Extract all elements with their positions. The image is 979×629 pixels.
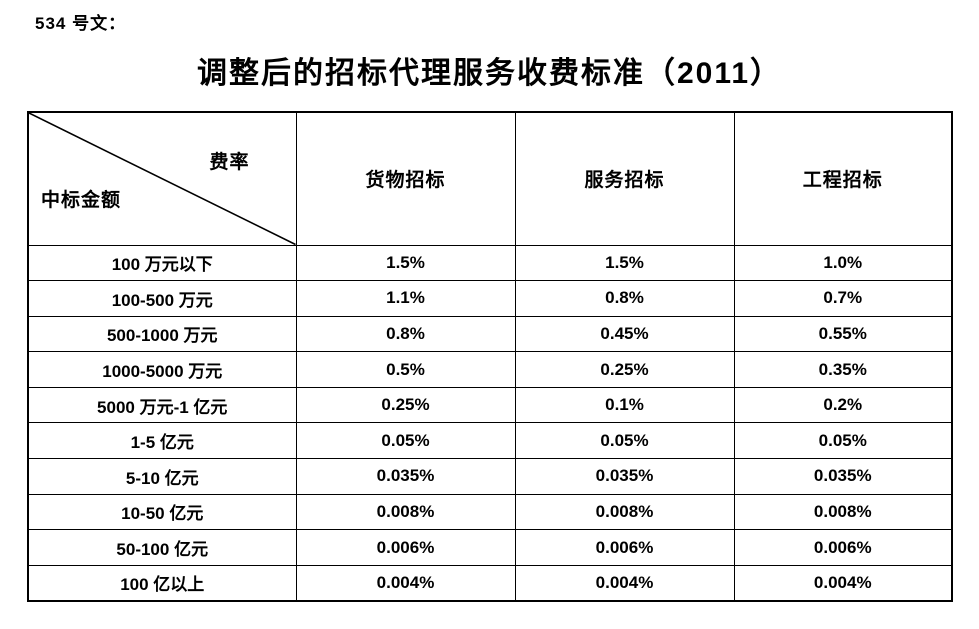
- corner-label-amount: 中标金额: [41, 190, 122, 211]
- row-label: 5000 万元-1 亿元: [27, 386, 297, 424]
- row-label: 5-10 亿元: [27, 458, 297, 495]
- row-label: 1-5 亿元: [27, 422, 297, 460]
- table-row: 500-1000 万元 0.8% 0.45% 0.55%: [27, 315, 953, 353]
- rate-cell: 0.006%: [295, 529, 516, 566]
- rate-cell: 0.05%: [295, 422, 516, 460]
- rate-cell: 1.0%: [733, 244, 953, 282]
- column-header-goods: 货物招标: [295, 111, 516, 246]
- table-row: 100-500 万元 1.1% 0.8% 0.7%: [27, 280, 953, 317]
- rate-cell: 0.035%: [733, 458, 953, 495]
- rate-cell: 1.5%: [295, 244, 516, 282]
- diagonal-divider-line: [29, 113, 296, 245]
- table-row: 5000 万元-1 亿元 0.25% 0.1% 0.2%: [27, 386, 953, 424]
- row-label: 50-100 亿元: [27, 529, 297, 566]
- rate-cell: 0.004%: [514, 564, 735, 602]
- row-label: 100-500 万元: [27, 280, 297, 317]
- header-row: 费率 中标金额 货物招标 服务招标 工程招标: [27, 111, 953, 246]
- rate-cell: 0.25%: [514, 351, 735, 388]
- rate-cell: 0.2%: [733, 386, 953, 424]
- corner-header-cell: 费率 中标金额: [27, 111, 297, 246]
- rate-cell: 0.35%: [733, 351, 953, 388]
- rate-cell: 0.45%: [514, 315, 735, 353]
- rate-cell: 0.7%: [733, 280, 953, 317]
- table-row: 50-100 亿元 0.006% 0.006% 0.006%: [27, 529, 953, 566]
- rate-cell: 0.004%: [295, 564, 516, 602]
- row-label: 100 亿以上: [27, 564, 297, 602]
- rate-cell: 1.1%: [295, 280, 516, 317]
- page-title: 调整后的招标代理服务收费标准（2011）: [196, 57, 783, 90]
- rate-cell: 0.05%: [733, 422, 953, 460]
- rate-cell: 0.1%: [514, 386, 735, 424]
- table-row: 1-5 亿元 0.05% 0.05% 0.05%: [27, 422, 953, 460]
- rate-cell: 0.035%: [295, 458, 516, 495]
- doc-ref-label: 534 号文：: [35, 14, 127, 33]
- row-label: 1000-5000 万元: [27, 351, 297, 388]
- row-label: 100 万元以下: [27, 244, 297, 282]
- table-row: 1000-5000 万元 0.5% 0.25% 0.35%: [27, 351, 953, 388]
- rate-cell: 0.8%: [295, 315, 516, 353]
- column-header-services: 服务招标: [514, 111, 735, 246]
- table-row: 100 万元以下 1.5% 1.5% 1.0%: [27, 244, 953, 282]
- table-row: 5-10 亿元 0.035% 0.035% 0.035%: [27, 458, 953, 495]
- rate-cell: 0.004%: [733, 564, 953, 602]
- row-label: 500-1000 万元: [27, 315, 297, 353]
- rate-cell: 0.25%: [295, 386, 516, 424]
- rate-cell: 0.006%: [514, 529, 735, 566]
- column-header-works: 工程招标: [733, 111, 953, 246]
- rate-cell: 0.008%: [295, 493, 516, 531]
- rate-cell: 0.006%: [733, 529, 953, 566]
- rate-cell: 0.5%: [295, 351, 516, 388]
- rate-cell: 0.8%: [514, 280, 735, 317]
- rate-cell: 0.55%: [733, 315, 953, 353]
- rate-cell: 0.008%: [514, 493, 735, 531]
- rate-cell: 0.05%: [514, 422, 735, 460]
- table-row: 100 亿以上 0.004% 0.004% 0.004%: [27, 564, 953, 602]
- corner-label-rate: 费率: [209, 152, 250, 173]
- rate-cell: 0.008%: [733, 493, 953, 531]
- rate-cell: 0.035%: [514, 458, 735, 495]
- fee-table: 费率 中标金额 货物招标 服务招标 工程招标 100 万元以下 1.5% 1.5…: [27, 111, 953, 602]
- table-row: 10-50 亿元 0.008% 0.008% 0.008%: [27, 493, 953, 531]
- row-label: 10-50 亿元: [27, 493, 297, 531]
- rate-cell: 1.5%: [514, 244, 735, 282]
